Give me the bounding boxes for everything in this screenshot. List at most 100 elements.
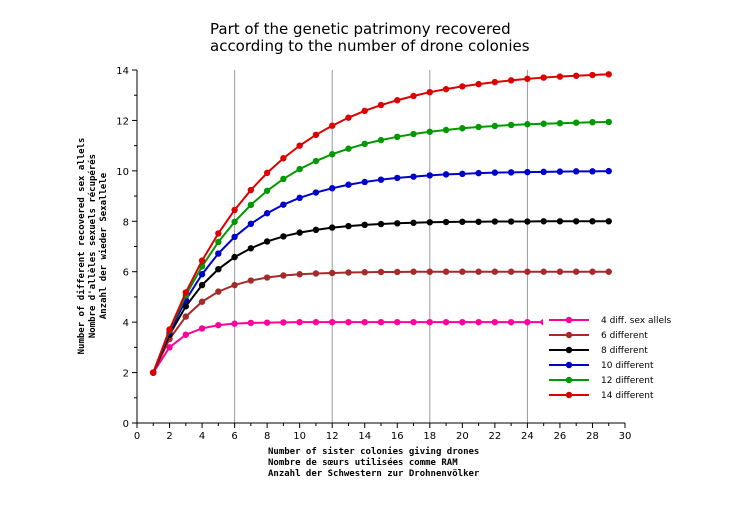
data-point <box>589 218 596 225</box>
data-point <box>231 218 238 225</box>
data-point <box>442 126 450 134</box>
series-line <box>152 120 609 373</box>
data-point <box>215 238 222 246</box>
data-point <box>605 268 612 275</box>
x-axis-label-line: Nombre de sœurs utilisées comme RAM <box>268 457 458 468</box>
data-point <box>329 318 336 326</box>
data-point <box>150 369 157 376</box>
data-point <box>459 83 466 90</box>
legend-swatch-marker <box>565 331 573 339</box>
data-point <box>394 133 401 141</box>
data-point <box>263 238 271 245</box>
data-point <box>247 186 255 194</box>
x-tick-label: 22 <box>488 431 501 442</box>
legend-background <box>543 310 643 404</box>
data-point <box>426 172 433 179</box>
data-point <box>475 169 482 177</box>
data-point <box>442 218 450 226</box>
data-point <box>231 253 238 261</box>
data-point <box>296 271 303 278</box>
y-tick-label: 6 <box>123 268 129 279</box>
data-point <box>263 169 271 177</box>
data-point <box>540 168 547 176</box>
data-point <box>394 174 401 182</box>
data-point <box>459 318 466 326</box>
legend-swatch-marker <box>565 376 573 384</box>
data-point <box>296 194 303 202</box>
data-point <box>524 318 531 326</box>
y-tick-label: 12 <box>116 116 129 127</box>
data-point <box>377 136 385 144</box>
legend-label: 10 different <box>601 361 654 371</box>
data-point <box>491 169 499 176</box>
data-point <box>247 201 255 209</box>
data-point <box>329 122 336 129</box>
data-point <box>361 269 368 276</box>
data-point <box>231 281 238 289</box>
data-point <box>361 178 368 186</box>
data-point <box>394 97 401 104</box>
data-point <box>475 218 482 225</box>
data-point <box>459 170 466 178</box>
data-point <box>426 268 433 275</box>
legend-swatch-marker <box>565 346 573 354</box>
data-point <box>231 206 238 214</box>
data-point <box>605 71 612 78</box>
data-point <box>361 140 368 148</box>
data-point <box>377 318 385 326</box>
y-tick-label: 10 <box>116 167 129 178</box>
data-point <box>345 269 352 276</box>
data-point <box>491 122 499 130</box>
data-point <box>280 319 287 326</box>
data-point <box>475 318 482 326</box>
data-point <box>215 321 222 329</box>
x-tick-label: 28 <box>586 431 599 442</box>
data-point <box>605 118 612 126</box>
x-tick-label: 26 <box>554 431 567 442</box>
data-point <box>540 74 547 81</box>
series-line <box>152 321 609 374</box>
data-point <box>573 218 580 225</box>
data-point <box>361 318 368 326</box>
data-point <box>312 226 320 234</box>
legend-label: 4 diff. sex allels <box>601 316 672 326</box>
data-point <box>198 298 206 305</box>
data-point <box>556 268 564 275</box>
data-point <box>475 80 482 88</box>
data-point <box>345 222 352 230</box>
data-point <box>329 224 336 231</box>
data-point <box>507 169 515 176</box>
data-point <box>605 218 612 225</box>
data-point <box>475 123 482 131</box>
x-tick-label: 6 <box>231 431 237 442</box>
data-point <box>345 145 352 152</box>
data-point <box>475 268 482 275</box>
data-point <box>280 201 287 208</box>
x-axis-label-line: Number of sister colonies giving drones <box>268 446 479 457</box>
data-point <box>556 168 564 175</box>
x-tick-label: 8 <box>264 431 270 442</box>
data-point <box>410 130 417 138</box>
legend: 4 diff. sex allels 6 different 8 different… <box>543 310 672 404</box>
data-point <box>410 268 417 275</box>
data-point <box>377 220 385 228</box>
y-tick-label: 8 <box>123 217 129 228</box>
x-tick-label: 18 <box>423 431 436 442</box>
legend-label: 14 different <box>601 391 654 401</box>
chart-title-line: according to the number of drone colonie… <box>210 37 530 55</box>
data-point <box>198 271 206 278</box>
data-point <box>296 165 303 173</box>
data-point <box>263 210 271 217</box>
data-point <box>166 326 173 333</box>
data-point <box>491 218 499 225</box>
data-point <box>166 344 173 351</box>
data-point <box>329 185 336 192</box>
data-point <box>247 245 255 252</box>
x-tick-label: 12 <box>326 431 339 442</box>
x-tick-label: 0 <box>134 431 140 442</box>
y-axis-label-line: Number of different recovered sex allels <box>76 138 87 355</box>
data-point <box>263 187 271 194</box>
legend-label: 6 different <box>601 331 648 341</box>
data-point <box>312 318 320 326</box>
